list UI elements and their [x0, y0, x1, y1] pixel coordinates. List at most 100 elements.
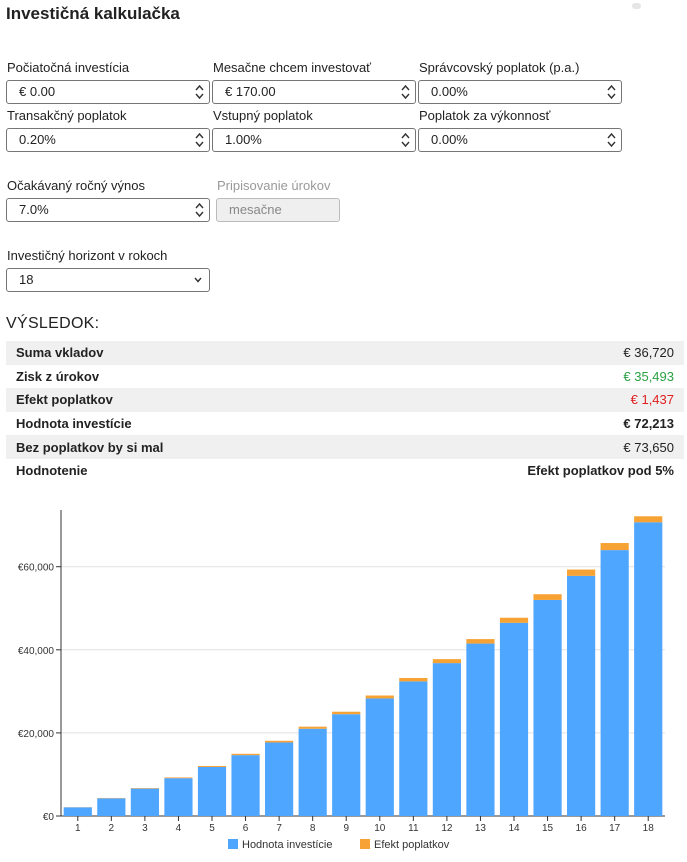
spinner-icon[interactable]	[195, 132, 204, 148]
bar-investment	[197, 766, 227, 816]
entry-fee-value: 1.00%	[225, 132, 262, 147]
x-tick-label: 5	[209, 823, 215, 834]
transaction-fee-label: Transakčný poplatok	[7, 108, 127, 123]
x-tick-label: 13	[475, 823, 487, 834]
bar-fees	[466, 639, 495, 644]
management-fee-label: Správcovský poplatok (p.a.)	[419, 60, 580, 75]
bar-investment	[332, 714, 361, 816]
bar-investment	[600, 550, 629, 816]
x-tick-label: 15	[542, 823, 554, 834]
result-value: € 1,437	[630, 392, 674, 408]
x-tick-label: 8	[310, 823, 316, 834]
management-fee-value: 0.00%	[431, 84, 468, 99]
y-tick-label: €40,000	[18, 646, 55, 657]
expected-return-input[interactable]: 7.0%	[6, 198, 210, 222]
x-tick-label: 17	[609, 823, 621, 834]
x-tick-label: 18	[643, 823, 655, 834]
bar-fees	[265, 740, 294, 743]
bar-investment	[164, 778, 193, 816]
bar-investment	[130, 788, 159, 816]
result-row-investment-value: Hodnota investície € 72,213	[6, 412, 684, 436]
result-value: € 72,213	[623, 416, 674, 432]
bar-investment	[298, 728, 327, 816]
horizon-select[interactable]: 18	[6, 268, 210, 292]
x-tick-label: 7	[276, 823, 282, 834]
interest-crediting-value: mesačne	[229, 202, 282, 217]
bar-fees	[432, 659, 461, 664]
bar-fees	[567, 569, 596, 576]
chevron-down-icon	[194, 277, 202, 283]
bar-fees	[634, 516, 663, 523]
x-tick-label: 14	[508, 823, 520, 834]
monthly-investment-label: Mesačne chcem investovať	[213, 60, 372, 75]
entry-fee-input[interactable]: 1.00%	[212, 128, 416, 152]
spinner-icon[interactable]	[607, 84, 616, 100]
scroll-indicator	[632, 3, 641, 9]
initial-investment-label: Počiatočná investícia	[7, 60, 130, 75]
spinner-icon[interactable]	[195, 202, 204, 218]
horizon-value: 18	[19, 272, 34, 287]
performance-fee-label: Poplatok za výkonnosť	[419, 108, 551, 123]
y-tick-label: €60,000	[18, 563, 55, 574]
bar-investment	[265, 742, 294, 816]
result-label: Bez poplatkov by si mal	[16, 439, 164, 455]
management-fee-input[interactable]: 0.00%	[418, 80, 622, 104]
result-value: € 73,650	[623, 439, 674, 455]
y-tick-label: €20,000	[18, 729, 55, 740]
bar-investment	[634, 522, 663, 816]
bar-fees	[298, 726, 327, 729]
bar-investment	[432, 663, 461, 816]
legend-label-fees: Efekt poplatkov	[374, 839, 450, 851]
bar-fees	[533, 594, 562, 600]
performance-fee-value: 0.00%	[431, 132, 468, 147]
page-title: Investičná kalkulačka	[6, 4, 180, 23]
result-row-fees: Efekt poplatkov € 1,437	[6, 388, 684, 412]
bar-investment	[365, 698, 394, 816]
bar-fees	[600, 543, 629, 551]
transaction-fee-value: 0.20%	[19, 132, 56, 147]
result-value: € 35,493	[623, 368, 674, 384]
x-tick-label: 3	[142, 823, 148, 834]
monthly-investment-input[interactable]: € 170.00	[212, 80, 416, 104]
spinner-icon[interactable]	[401, 84, 410, 100]
legend-swatch-fees	[360, 839, 370, 849]
bar-fees	[164, 777, 193, 779]
x-tick-label: 9	[343, 823, 349, 834]
x-tick-label: 1	[75, 823, 81, 834]
monthly-investment-value: € 170.00	[225, 84, 276, 99]
legend-swatch-investment	[228, 839, 238, 849]
result-label: Hodnota investície	[16, 416, 132, 432]
interest-crediting-label: Pripisovanie úrokov	[217, 178, 331, 193]
spinner-icon[interactable]	[607, 132, 616, 148]
performance-fee-input[interactable]: 0.00%	[418, 128, 622, 152]
result-label: Hodnotenie	[16, 463, 88, 479]
bar-investment	[399, 681, 428, 816]
x-tick-label: 11	[408, 823, 419, 834]
transaction-fee-input[interactable]: 0.20%	[6, 128, 210, 152]
interest-crediting-input: mesačne	[216, 198, 340, 222]
entry-fee-label: Vstupný poplatok	[213, 108, 313, 123]
expected-return-value: 7.0%	[19, 202, 49, 217]
y-tick-label: €0	[43, 812, 55, 823]
bar-fees	[231, 753, 260, 756]
bar-investment	[63, 807, 92, 816]
x-tick-label: 12	[441, 823, 453, 834]
spinner-icon[interactable]	[195, 84, 204, 100]
bar-fees	[399, 677, 428, 682]
bar-investment	[567, 575, 596, 816]
bar-investment	[466, 643, 495, 816]
x-tick-label: 10	[374, 823, 386, 834]
x-tick-label: 6	[243, 823, 249, 834]
result-row-deposits: Suma vkladov € 36,720	[6, 341, 684, 365]
result-row-without-fees: Bez poplatkov by si mal € 73,650	[6, 435, 684, 459]
horizon-label: Investičný horizont v rokoch	[7, 248, 168, 263]
initial-investment-input[interactable]: € 0.00	[6, 80, 210, 104]
bar-fees	[499, 617, 529, 623]
bar-fees	[332, 711, 361, 715]
legend-label-investment: Hodnota investície	[242, 839, 333, 851]
x-tick-label: 16	[576, 823, 588, 834]
spinner-icon[interactable]	[401, 132, 410, 148]
result-label: Suma vkladov	[16, 345, 104, 361]
expected-return-label: Očakávaný ročný výnos	[7, 178, 146, 193]
